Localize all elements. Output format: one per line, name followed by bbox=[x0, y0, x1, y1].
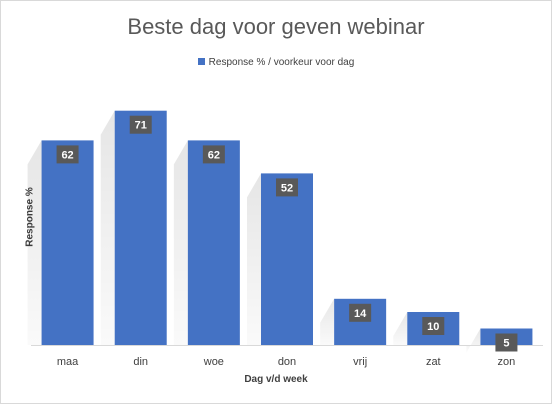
bar-shadow bbox=[27, 140, 42, 345]
bar-maa bbox=[41, 140, 94, 345]
data-label: 52 bbox=[281, 182, 293, 194]
x-tick-label: zat bbox=[426, 356, 441, 368]
legend-label: Response % / voorkeur voor dag bbox=[208, 57, 355, 68]
bar-shadow bbox=[173, 140, 188, 345]
data-label: 62 bbox=[208, 149, 220, 161]
data-label-box bbox=[202, 145, 225, 164]
data-label-box bbox=[56, 145, 79, 164]
data-label: 62 bbox=[61, 149, 73, 161]
data-label: 5 bbox=[503, 338, 509, 350]
bars-layer bbox=[27, 110, 533, 353]
data-label-box bbox=[129, 115, 152, 134]
chart-legend: Response % / voorkeur voor dag bbox=[1, 57, 551, 68]
chart-title: Beste dag voor geven webinar bbox=[127, 14, 425, 39]
data-label: 10 bbox=[427, 321, 439, 333]
x-tick-label: din bbox=[133, 356, 148, 368]
bar-din bbox=[114, 110, 167, 345]
x-axis-label: Dag v/d week bbox=[244, 374, 308, 385]
x-tick-label: don bbox=[278, 356, 296, 368]
x-tick-label: vrij bbox=[353, 356, 367, 368]
x-tick-label: zon bbox=[498, 356, 516, 368]
bar-shadow bbox=[247, 173, 261, 345]
data-label-box bbox=[349, 303, 372, 322]
labels-layer: 62 maa 71 din 62 woe 52 don 14 vrij 10 zat 5 zon bbox=[56, 115, 518, 368]
data-label-box bbox=[276, 178, 298, 197]
x-tick-label: maa bbox=[57, 356, 79, 368]
bar-woe bbox=[187, 140, 240, 345]
bar-shadow bbox=[100, 110, 115, 345]
data-label: 14 bbox=[354, 308, 367, 320]
bar-don bbox=[261, 173, 313, 345]
x-tick-label: woe bbox=[203, 356, 224, 368]
bar-shadow bbox=[466, 328, 481, 353]
bar-shadow bbox=[393, 312, 408, 345]
data-label-box bbox=[495, 333, 518, 352]
bar-shadow bbox=[320, 298, 335, 345]
legend-swatch bbox=[197, 58, 205, 65]
data-label: 71 bbox=[135, 120, 147, 132]
data-label-box bbox=[422, 317, 445, 335]
